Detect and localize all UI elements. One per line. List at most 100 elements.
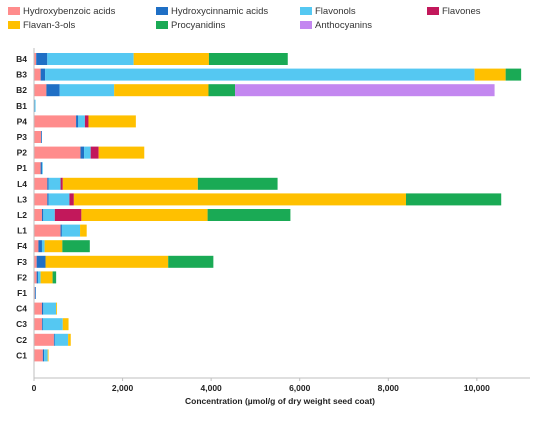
bar-segment-l4-procyanidins <box>197 177 278 190</box>
bar-segment-c1-hydroxycinnamic-acids <box>42 349 45 362</box>
y-tick-label-l2: L2 <box>17 210 27 220</box>
legend-swatch <box>8 7 20 15</box>
bar-segment-l1-hydroxybenzoic-acids <box>34 224 61 237</box>
bar-row-c2 <box>34 333 71 346</box>
x-tick-label-6000: 6,000 <box>289 383 311 393</box>
bar-segment-p3-hydroxycinnamic-acids <box>41 131 42 143</box>
legend-item-hydroxycinnamic-acids: Hydroxycinnamic acids <box>156 6 268 17</box>
bar-segment-f3-hydroxycinnamic-acids <box>36 255 46 268</box>
bar-segment-b3-hydroxybenzoic-acids <box>34 68 41 81</box>
y-tick-label-b2: B2 <box>16 85 27 95</box>
bar-segment-p2-hydroxybenzoic-acids <box>34 146 81 159</box>
bar-segment-b4-hydroxycinnamic-acids <box>36 53 48 65</box>
bar-segment-f1-hydroxycinnamic-acids <box>34 287 36 299</box>
legend-label: Hydroxybenzoic acids <box>23 6 116 17</box>
bar-segment-b3-flavonols <box>45 68 475 81</box>
y-axis: B4 B3 B2 B1 P4 P3 P2 P1 L4 L3 L2 L1 F4 F3 F2 F1 C4 C3 C2 C1 <box>16 48 35 378</box>
bar-row-p3 <box>34 131 42 143</box>
bar-segment-b4-flavan-3-ols <box>133 53 209 65</box>
y-tick-label-c1: C1 <box>16 350 27 360</box>
y-tick-label-f3: F3 <box>17 257 27 267</box>
bar-segment-p2-flavonols <box>84 146 91 159</box>
bar-segment-c4-flavan-3-ols <box>56 302 58 315</box>
bar-row-p2 <box>34 146 145 159</box>
bar-segment-l4-flavones <box>60 177 63 190</box>
legend-swatch <box>300 7 312 15</box>
bar-segment-b2-flavonols <box>59 84 115 97</box>
bar-row-c1 <box>34 349 49 362</box>
bar-row-l1 <box>34 224 87 237</box>
bar-segment-b3-hydroxycinnamic-acids <box>40 68 46 81</box>
bar-segment-c3-hydroxybenzoic-acids <box>34 318 42 331</box>
y-tick-label-l3: L3 <box>17 194 27 204</box>
bar-segment-l2-procyanidins <box>207 209 291 221</box>
legend-swatch <box>300 21 312 29</box>
legend-label: Flavones <box>442 6 481 17</box>
bar-segment-p4-flavonols <box>78 115 85 128</box>
bar-row-b2 <box>34 84 495 97</box>
x-tick-label-10000: 10,000 <box>464 383 490 393</box>
bar-segment-p4-hydroxycinnamic-acids <box>76 115 79 128</box>
legend-label: Procyanidins <box>171 20 226 31</box>
x-tick-label-8000: 8,000 <box>378 383 400 393</box>
bar-segment-b2-hydroxybenzoic-acids <box>34 84 47 97</box>
bar-row-p4 <box>34 115 136 128</box>
bar-segment-f2-flavonols <box>37 271 41 284</box>
bar-segment-f4-flavan-3-ols <box>44 240 63 253</box>
bar-segment-p4-hydroxybenzoic-acids <box>34 115 77 128</box>
bar-segment-c1-hydroxybenzoic-acids <box>34 349 43 362</box>
bar-segment-l3-hydroxybenzoic-acids <box>34 193 48 206</box>
bar-segment-c3-flavan-3-ols <box>62 318 69 331</box>
bar-segment-b2-procyanidins <box>208 84 236 97</box>
legend-item-flavonols: Flavonols <box>300 6 356 17</box>
bar-segment-c2-hydroxycinnamic-acids <box>53 333 55 346</box>
bar-row-f3 <box>34 255 214 268</box>
bar-row-l2 <box>34 209 291 221</box>
x-tick-label-2000: 2,000 <box>112 383 134 393</box>
bar-segment-l3-flavan-3-ols <box>73 193 406 206</box>
bar-segment-l1-flavan-3-ols <box>80 224 87 237</box>
legend-item-flavones: Flavones <box>427 6 481 17</box>
y-tick-label-l4: L4 <box>17 179 27 189</box>
y-tick-label-l1: L1 <box>17 226 27 236</box>
x-tick-label-4000: 4,000 <box>201 383 223 393</box>
bar-segment-p2-hydroxycinnamic-acids <box>80 146 85 159</box>
bar-segment-l3-procyanidins <box>406 193 502 206</box>
bar-segment-b2-anthocyanins <box>235 84 495 97</box>
y-tick-label-p1: P1 <box>17 163 28 173</box>
bar-segment-f2-hydroxybenzoic-acids <box>34 271 37 284</box>
bar-segment-p1-flavonols <box>41 162 43 175</box>
bar-segment-f4-procyanidins <box>62 240 90 253</box>
bar-segment-f2-flavan-3-ols <box>40 271 53 284</box>
legend-swatch <box>156 7 168 15</box>
bar-segment-l2-flavonols <box>43 209 55 221</box>
bar-segment-c2-flavan-3-ols <box>68 333 71 346</box>
bar-segment-p4-flavan-3-ols <box>88 115 136 128</box>
legend-label: Flavan-3-ols <box>23 20 76 31</box>
bar-segment-l4-flavan-3-ols <box>62 177 198 190</box>
y-tick-label-p3: P3 <box>17 132 28 142</box>
bar-segment-c4-flavonols <box>43 302 57 315</box>
legend-item-anthocyanins: Anthocyanins <box>300 20 372 31</box>
bar-segment-c1-flavonols <box>44 349 48 362</box>
bar-segment-l2-flavones <box>54 209 82 221</box>
legend-label: Flavonols <box>315 6 356 17</box>
bar-segment-f3-flavan-3-ols <box>45 255 169 268</box>
bar-row-f4 <box>34 240 90 253</box>
legend-item-hydroxybenzoic-acids: Hydroxybenzoic acids <box>8 6 116 17</box>
y-tick-label-p2: P2 <box>17 148 28 158</box>
y-tick-label-p4: P4 <box>17 116 28 126</box>
bar-segment-f3-hydroxybenzoic-acids <box>34 255 37 268</box>
bar-segment-p3-hydroxybenzoic-acids <box>34 131 42 143</box>
bar-row-f2 <box>34 271 57 284</box>
bar-segment-c2-flavonols <box>54 333 69 346</box>
x-tick-label-0: 0 <box>32 383 37 393</box>
y-tick-label-b3: B3 <box>16 70 27 80</box>
bar-segment-p1-hydroxybenzoic-acids <box>34 162 41 175</box>
bar-segment-f4-hydroxycinnamic-acids <box>38 240 42 253</box>
bar-segment-c4-hydroxybenzoic-acids <box>34 302 42 315</box>
bar-segment-f3-procyanidins <box>168 255 214 268</box>
y-tick-label-f4: F4 <box>17 241 27 251</box>
